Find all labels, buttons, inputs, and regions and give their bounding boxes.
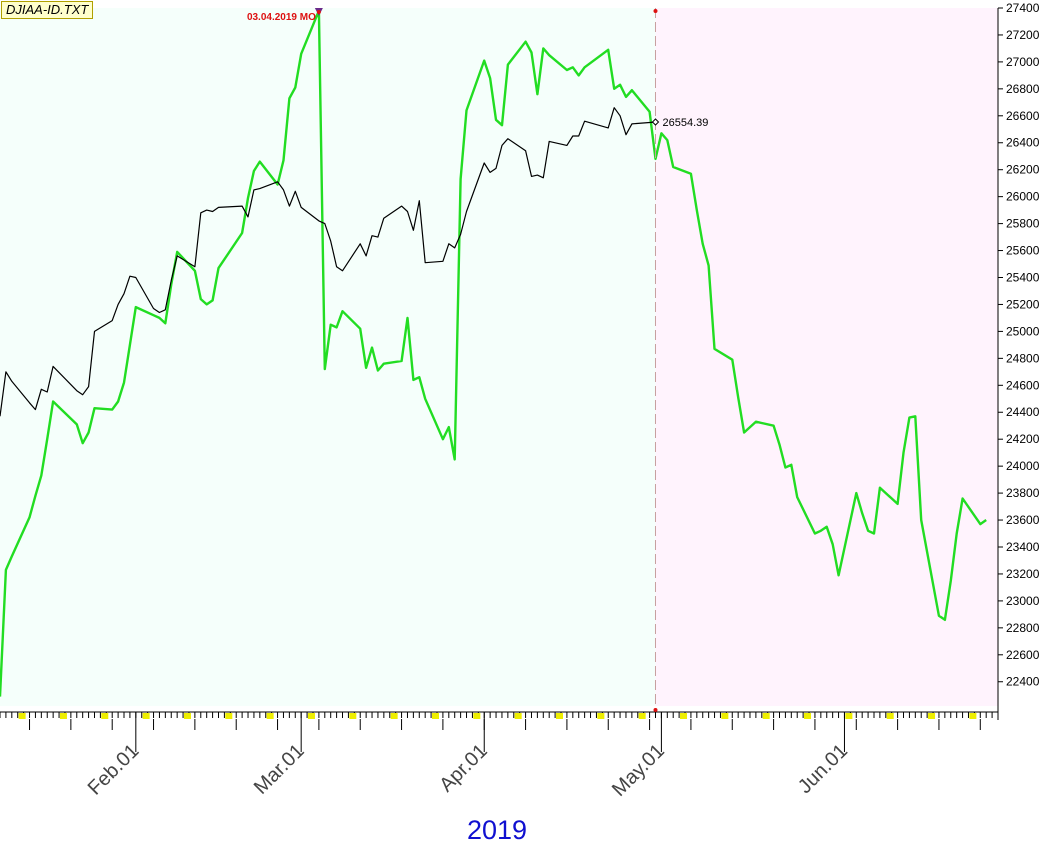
y-tick-label: 27400 [1006, 1, 1040, 15]
x-tick-label: Apr.01 [435, 740, 491, 796]
year-label: 2019 [467, 815, 528, 845]
x-tick-label: May.01 [608, 740, 669, 801]
y-tick-label: 26800 [1006, 82, 1040, 96]
y-tick-label: 23000 [1006, 594, 1040, 608]
divider-bottom-dot [653, 708, 658, 712]
weekend-marker [845, 713, 853, 719]
peak-marker-dot [316, 10, 321, 14]
weekend-marker [680, 713, 688, 719]
weekend-marker [266, 713, 274, 719]
historical-background [0, 8, 656, 706]
weekend-marker [597, 713, 605, 719]
weekend-marker [556, 713, 564, 719]
annotations: 03.04.2019 MO 26554.39 [247, 8, 708, 712]
y-tick-label: 23200 [1006, 567, 1040, 581]
weekend-marker [183, 713, 191, 719]
x-tick-label: Feb.01 [84, 740, 144, 800]
y-tick-label: 24800 [1006, 351, 1040, 365]
weekend-marker [886, 713, 894, 719]
projection-line [0, 9, 987, 697]
weekend-marker [473, 713, 481, 719]
y-tick-label: 25000 [1006, 324, 1040, 338]
y-tick-label: 24200 [1006, 432, 1040, 446]
y-tick-label: 25200 [1006, 297, 1040, 311]
divider-top-dot [653, 9, 658, 13]
y-tick-label: 23400 [1006, 540, 1040, 554]
x-tick-label: Jun.01 [794, 740, 852, 798]
y-tick-label: 22800 [1006, 621, 1040, 635]
y-tick-label: 23800 [1006, 486, 1040, 500]
weekend-marker [59, 713, 67, 719]
series-layer [0, 9, 987, 697]
weekend-marker [638, 713, 646, 719]
y-tick-label: 27200 [1006, 28, 1040, 42]
y-tick-label: 26600 [1006, 109, 1040, 123]
last-value-label: 26554.39 [662, 117, 708, 129]
weekend-marker [431, 713, 439, 719]
price-line [0, 107, 656, 417]
y-tick-label: 26000 [1006, 190, 1040, 204]
forecast-background [655, 8, 998, 706]
y-tick-label: 22600 [1006, 648, 1040, 662]
y-tick-label: 25400 [1006, 270, 1040, 284]
weekend-marker [307, 713, 315, 719]
y-axis: 22400 22600 22800 23000 23200 23400 23600 23800… [997, 1, 1040, 720]
weekend-marker [349, 713, 357, 719]
weekend-marker [225, 713, 233, 719]
x-tick-label: Mar.01 [250, 740, 309, 799]
y-tick-label: 22400 [1006, 675, 1040, 689]
weekend-marker [18, 713, 26, 719]
y-tick-label: 25800 [1006, 217, 1040, 231]
weekend-marker [804, 713, 812, 719]
y-tick-label: 26400 [1006, 136, 1040, 150]
peak-marker-label: 03.04.2019 MO [247, 12, 316, 23]
weekend-marker [390, 713, 398, 719]
y-tick-label: 24600 [1006, 378, 1040, 392]
y-tick-label: 25600 [1006, 244, 1040, 258]
weekend-marker [928, 713, 936, 719]
x-axis: Feb.01 Mar.01 Apr.01 May.01 Jun.01 [0, 711, 999, 801]
last-value-marker [651, 118, 660, 126]
weekend-marker [101, 713, 109, 719]
y-tick-label: 24000 [1006, 459, 1040, 473]
weekend-marker [762, 713, 770, 719]
y-tick-label: 23600 [1006, 513, 1040, 527]
weekend-marker [142, 713, 150, 719]
y-tick-label: 26200 [1006, 163, 1040, 177]
weekend-marker [514, 713, 522, 719]
weekend-marker [721, 713, 729, 719]
file-label: DJIAA-ID.TXT [1, 1, 94, 19]
y-tick-label: 24400 [1006, 405, 1040, 419]
y-tick-label: 27000 [1006, 55, 1040, 69]
weekend-marker [969, 713, 977, 719]
